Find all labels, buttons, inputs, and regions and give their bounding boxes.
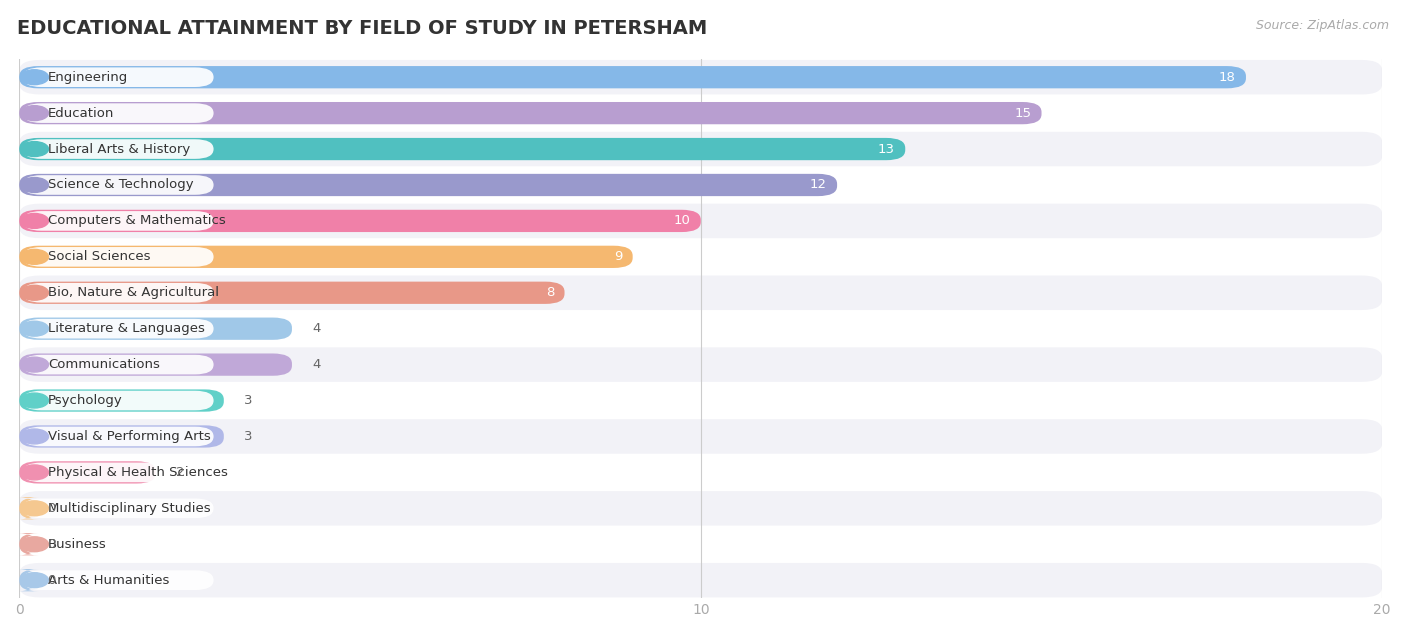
FancyBboxPatch shape xyxy=(20,312,1382,346)
Text: 15: 15 xyxy=(1014,107,1032,119)
FancyBboxPatch shape xyxy=(20,282,565,304)
Circle shape xyxy=(20,429,48,444)
FancyBboxPatch shape xyxy=(17,497,38,520)
FancyBboxPatch shape xyxy=(22,319,214,339)
Circle shape xyxy=(20,573,48,588)
Text: 0: 0 xyxy=(46,502,55,515)
FancyBboxPatch shape xyxy=(20,563,1382,597)
Text: Visual & Performing Arts: Visual & Performing Arts xyxy=(48,430,211,443)
Text: Science & Technology: Science & Technology xyxy=(48,178,194,191)
FancyBboxPatch shape xyxy=(20,389,224,411)
Text: Source: ZipAtlas.com: Source: ZipAtlas.com xyxy=(1256,19,1389,32)
Circle shape xyxy=(20,106,48,121)
Text: 12: 12 xyxy=(810,178,827,191)
Text: Literature & Languages: Literature & Languages xyxy=(48,322,205,335)
FancyBboxPatch shape xyxy=(22,139,214,159)
Circle shape xyxy=(20,393,48,408)
FancyBboxPatch shape xyxy=(20,246,633,268)
Text: Communications: Communications xyxy=(48,358,160,371)
Text: Engineering: Engineering xyxy=(48,71,128,83)
FancyBboxPatch shape xyxy=(20,353,292,376)
Text: 4: 4 xyxy=(312,322,321,335)
Circle shape xyxy=(20,178,48,192)
FancyBboxPatch shape xyxy=(20,60,1382,94)
FancyBboxPatch shape xyxy=(22,283,214,303)
Text: Social Sciences: Social Sciences xyxy=(48,250,150,264)
FancyBboxPatch shape xyxy=(20,348,1382,382)
Circle shape xyxy=(20,537,48,552)
FancyBboxPatch shape xyxy=(20,419,1382,454)
FancyBboxPatch shape xyxy=(20,174,837,196)
FancyBboxPatch shape xyxy=(17,569,38,592)
Text: 0: 0 xyxy=(46,574,55,586)
FancyBboxPatch shape xyxy=(22,247,214,267)
Circle shape xyxy=(20,465,48,480)
Text: Business: Business xyxy=(48,538,107,550)
FancyBboxPatch shape xyxy=(20,491,1382,526)
Text: 3: 3 xyxy=(245,430,253,443)
Circle shape xyxy=(20,70,48,85)
FancyBboxPatch shape xyxy=(20,527,1382,561)
Text: Education: Education xyxy=(48,107,114,119)
Circle shape xyxy=(20,142,48,157)
FancyBboxPatch shape xyxy=(20,461,156,483)
Text: Physical & Health Sciences: Physical & Health Sciences xyxy=(48,466,228,479)
Text: 3: 3 xyxy=(245,394,253,407)
Circle shape xyxy=(20,321,48,336)
FancyBboxPatch shape xyxy=(20,455,1382,490)
Text: Psychology: Psychology xyxy=(48,394,122,407)
FancyBboxPatch shape xyxy=(20,383,1382,418)
Text: EDUCATIONAL ATTAINMENT BY FIELD OF STUDY IN PETERSHAM: EDUCATIONAL ATTAINMENT BY FIELD OF STUDY… xyxy=(17,19,707,38)
Text: 2: 2 xyxy=(176,466,184,479)
Circle shape xyxy=(20,357,48,372)
FancyBboxPatch shape xyxy=(20,276,1382,310)
FancyBboxPatch shape xyxy=(22,175,214,195)
FancyBboxPatch shape xyxy=(20,204,1382,238)
FancyBboxPatch shape xyxy=(17,533,38,556)
FancyBboxPatch shape xyxy=(22,355,214,374)
Text: 10: 10 xyxy=(673,214,690,228)
Text: 8: 8 xyxy=(546,286,554,300)
FancyBboxPatch shape xyxy=(20,132,1382,166)
Circle shape xyxy=(20,214,48,228)
Circle shape xyxy=(20,250,48,264)
FancyBboxPatch shape xyxy=(20,138,905,160)
Text: Liberal Arts & History: Liberal Arts & History xyxy=(48,143,190,155)
FancyBboxPatch shape xyxy=(22,68,214,87)
FancyBboxPatch shape xyxy=(20,210,700,232)
Text: Computers & Mathematics: Computers & Mathematics xyxy=(48,214,226,228)
Text: 4: 4 xyxy=(312,358,321,371)
FancyBboxPatch shape xyxy=(22,427,214,446)
FancyBboxPatch shape xyxy=(22,499,214,518)
FancyBboxPatch shape xyxy=(20,425,224,447)
FancyBboxPatch shape xyxy=(20,96,1382,130)
FancyBboxPatch shape xyxy=(22,211,214,231)
Text: 18: 18 xyxy=(1219,71,1236,83)
FancyBboxPatch shape xyxy=(20,240,1382,274)
Text: 13: 13 xyxy=(877,143,896,155)
Circle shape xyxy=(20,285,48,300)
FancyBboxPatch shape xyxy=(20,317,292,340)
FancyBboxPatch shape xyxy=(22,463,214,482)
Text: 0: 0 xyxy=(46,538,55,550)
Text: 9: 9 xyxy=(614,250,623,264)
FancyBboxPatch shape xyxy=(20,102,1042,125)
FancyBboxPatch shape xyxy=(22,535,214,554)
FancyBboxPatch shape xyxy=(22,570,214,590)
FancyBboxPatch shape xyxy=(22,103,214,123)
Text: Multidisciplinary Studies: Multidisciplinary Studies xyxy=(48,502,211,515)
FancyBboxPatch shape xyxy=(22,391,214,410)
Text: Arts & Humanities: Arts & Humanities xyxy=(48,574,169,586)
Circle shape xyxy=(20,501,48,516)
FancyBboxPatch shape xyxy=(20,167,1382,202)
Text: Bio, Nature & Agricultural: Bio, Nature & Agricultural xyxy=(48,286,219,300)
FancyBboxPatch shape xyxy=(20,66,1246,88)
